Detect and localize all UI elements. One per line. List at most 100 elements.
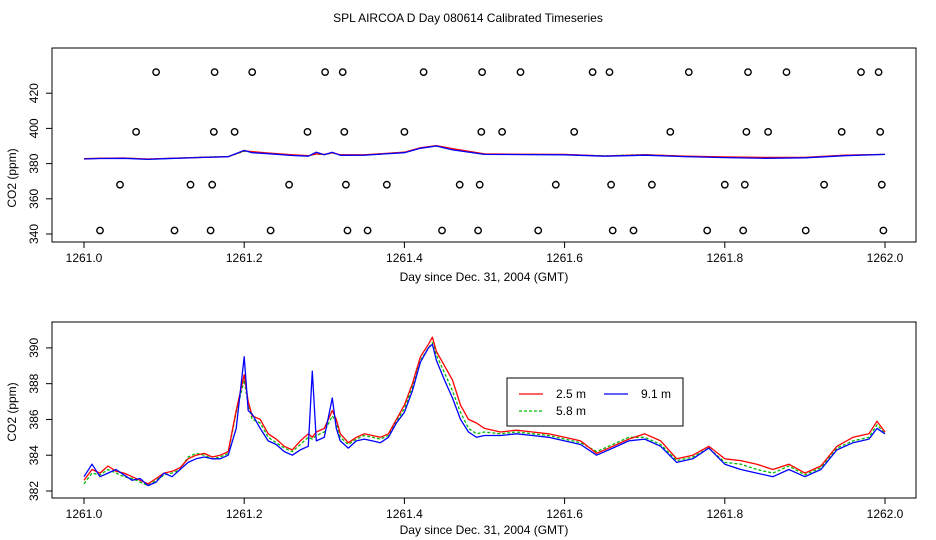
outlier-point: [382, 180, 391, 189]
bottom-y-tick-label: 384: [27, 445, 41, 465]
outlier-point: [338, 68, 347, 77]
legend: 2.5 m 9.1 m 5.8 m: [506, 377, 684, 427]
outlier-point: [248, 68, 257, 77]
bottom-x-tick-label: 1261.2: [226, 507, 263, 521]
top-y-tick-label: 400: [27, 118, 41, 138]
outlier-point: [186, 180, 195, 189]
outlier-point: [876, 127, 885, 136]
bottom-y-tick-label: 390: [27, 338, 41, 358]
top-x-tick-label: 1261.8: [706, 251, 743, 265]
outlier-point: [475, 180, 484, 189]
top-y-tick-label: 420: [27, 83, 41, 103]
outlier-point: [703, 226, 712, 235]
outlier-point: [742, 127, 751, 136]
outlier-point: [266, 226, 275, 235]
bottom-y-axis-label: CO2 (ppm): [5, 382, 19, 441]
outlier-point: [170, 226, 179, 235]
outlier-point: [132, 127, 141, 136]
outlier-point: [570, 127, 579, 136]
top-series-9-1m: [83, 145, 886, 161]
outlier-point: [551, 180, 560, 189]
figure-title: SPL AIRCOA D Day 080614 Calibrated Times…: [333, 11, 603, 25]
outlier-point: [400, 127, 409, 136]
outlier-point: [285, 180, 293, 189]
outlier-point: [478, 68, 486, 77]
outlier-point: [648, 180, 656, 189]
top-panel: 1261.0 1261.2 1261.4 1261.6 1261.8 1262.0 340…: [5, 47, 917, 284]
bottom-panel: 1261.0 1261.2 1261.4 1261.6 1261.8 1262.0 382…: [5, 321, 917, 537]
outlier-point: [879, 226, 888, 235]
outlier-point: [588, 68, 597, 77]
outlier-point: [438, 226, 446, 235]
outlier-point: [608, 226, 617, 235]
top-y-tick-label: 340: [27, 224, 41, 244]
bottom-y-tick-label: 388: [27, 373, 41, 393]
top-x-axis-label: Day since Dec. 31, 2004 (GMT): [400, 270, 569, 284]
outlier-point: [877, 180, 886, 189]
outlier-point: [744, 68, 752, 77]
outlier-point: [419, 68, 428, 77]
outlier-point: [782, 68, 791, 77]
outlier-point: [340, 127, 349, 136]
outlier-point: [684, 68, 693, 77]
outlier-point: [607, 180, 615, 189]
top-x-tick-label: 1261.2: [226, 251, 263, 265]
outlier-point: [764, 127, 772, 136]
outlier-point: [516, 68, 525, 77]
outlier-point: [498, 127, 506, 136]
outlier-point: [116, 180, 124, 189]
bottom-x-tick-label: 1261.8: [706, 507, 743, 521]
outlier-point: [739, 226, 748, 235]
outlier-point: [206, 226, 215, 235]
top-plot-frame: [51, 47, 917, 243]
outlier-point: [455, 180, 464, 189]
top-x-tick-label: 1261.6: [546, 251, 583, 265]
bottom-x-tick-label: 1261.0: [66, 507, 103, 521]
outlier-point: [666, 127, 675, 136]
bottom-x-tick-label: 1261.4: [386, 507, 423, 521]
outlier-point: [820, 180, 828, 189]
outlier-point: [341, 180, 350, 189]
bottom-series-9-1m: [83, 343, 886, 487]
outlier-point: [857, 68, 865, 77]
outlier-point: [740, 180, 749, 189]
outlier-point: [321, 68, 329, 77]
outlier-point: [605, 68, 614, 77]
outlier-point: [96, 226, 104, 235]
legend-label-2-5m: 2.5 m: [556, 387, 586, 401]
outlier-point: [474, 226, 482, 235]
outlier-point: [629, 226, 638, 235]
bottom-series-5-8m: [83, 341, 886, 487]
outlier-point: [230, 127, 239, 136]
outlier-point: [534, 226, 543, 235]
outlier-point: [837, 127, 846, 136]
bottom-series-2-5m: [83, 336, 886, 485]
top-y-tick-label: 360: [27, 188, 41, 208]
bottom-x-tick-label: 1261.6: [546, 507, 583, 521]
bottom-y-tick-label: 382: [27, 481, 41, 501]
top-x-tick-label: 1261.0: [66, 251, 103, 265]
outlier-point: [210, 68, 219, 77]
bottom-y-tick-label: 386: [27, 409, 41, 429]
legend-box: [506, 377, 684, 427]
outlier-point: [343, 226, 352, 235]
outlier-point: [720, 180, 729, 189]
top-x-tick-label: 1261.4: [386, 251, 423, 265]
outlier-point: [152, 68, 161, 77]
top-y-axis-label: CO2 (ppm): [5, 148, 19, 207]
outlier-point: [363, 226, 372, 235]
outlier-point: [874, 68, 883, 77]
legend-label-5-8m: 5.8 m: [556, 404, 586, 418]
bottom-x-axis-label: Day since Dec. 31, 2004 (GMT): [400, 523, 569, 537]
outlier-point: [209, 127, 218, 136]
outlier-point: [208, 180, 217, 189]
bottom-x-tick-label: 1262.0: [867, 507, 904, 521]
top-y-tick-label: 380: [27, 153, 41, 173]
outlier-point: [477, 127, 486, 136]
outlier-point: [303, 127, 312, 136]
top-x-tick-label: 1262.0: [867, 251, 904, 265]
bottom-plot-frame: [51, 321, 917, 499]
legend-label-9-1m: 9.1 m: [641, 387, 671, 401]
outlier-point: [801, 226, 810, 235]
